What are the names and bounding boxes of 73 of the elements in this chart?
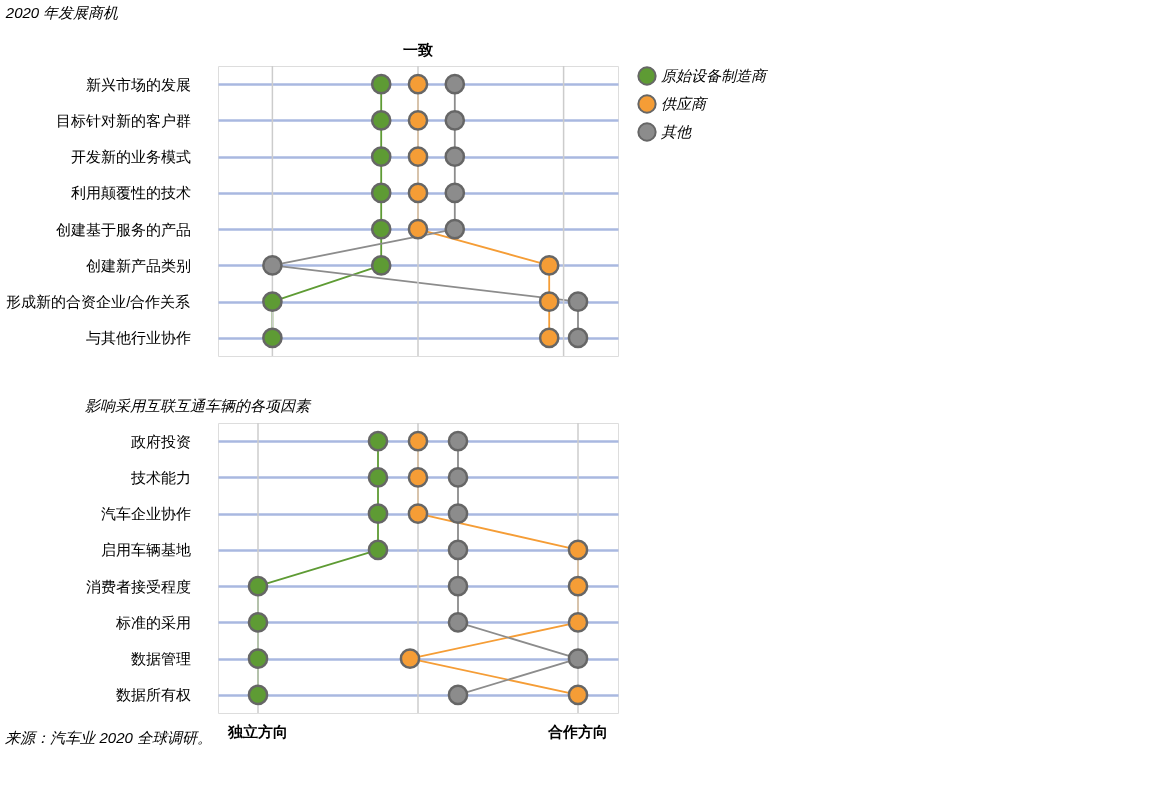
- point: [567, 327, 589, 349]
- point: [444, 182, 466, 204]
- point: [447, 467, 469, 488]
- point: [407, 503, 429, 524]
- point: [367, 430, 389, 452]
- point: [247, 612, 269, 633]
- y-tick-label: 利用颠覆性的技术: [70, 184, 191, 202]
- point: [444, 218, 466, 240]
- text: 2020 年发展商机: [4, 4, 120, 21]
- point: [247, 575, 269, 597]
- point: [447, 612, 469, 633]
- point: [447, 503, 469, 524]
- point: [367, 467, 389, 488]
- chart-title: 影响采用互联互通车辆的各项因素: [85, 397, 312, 415]
- point: [247, 648, 269, 669]
- y-tick-label: 开发新的业务模式: [70, 148, 191, 166]
- point: [370, 218, 392, 240]
- point: [538, 291, 560, 312]
- point: [447, 539, 469, 561]
- point: [447, 684, 469, 706]
- point: [407, 467, 429, 488]
- point: [370, 110, 392, 131]
- point: [567, 539, 589, 561]
- point: [262, 255, 283, 276]
- point: [407, 110, 429, 131]
- ref-line-label: 独立方向: [227, 723, 288, 740]
- point: [444, 146, 466, 167]
- point: [407, 146, 429, 167]
- point: [444, 110, 466, 131]
- y-tick-label: 数据管理: [130, 650, 191, 668]
- point: [567, 648, 589, 669]
- point: [399, 648, 421, 669]
- point: [567, 612, 589, 633]
- point: [538, 255, 560, 276]
- legend-label: 其他: [661, 123, 692, 140]
- y-tick-label: 目标针对新的客户群: [55, 111, 191, 129]
- y-tick-label: 新兴市场的发展: [85, 75, 191, 93]
- point: [367, 539, 389, 561]
- point: [447, 430, 469, 452]
- source-note: 来源：汽车业 2020 全球调研。: [5, 728, 213, 746]
- ref-line-label: 合作方向: [547, 723, 608, 740]
- point: [407, 182, 429, 204]
- point: [407, 430, 429, 452]
- y-tick-label: 创建基于服务的产品: [55, 220, 191, 238]
- point: [262, 327, 283, 349]
- y-tick-label: 汽车企业协作: [100, 505, 191, 523]
- point: [444, 73, 466, 95]
- point: [262, 291, 283, 312]
- point: [370, 146, 392, 167]
- point: [447, 575, 469, 597]
- point: [370, 73, 392, 95]
- y-tick-label: 启用车辆基地: [100, 541, 191, 559]
- legend-label: 供应商: [661, 95, 709, 112]
- point: [247, 684, 269, 706]
- y-tick-label: 技术能力: [129, 468, 191, 486]
- point: [370, 182, 392, 204]
- point: [567, 291, 589, 312]
- legend-label: 原始设备制造商: [661, 67, 769, 84]
- point: [538, 327, 560, 349]
- ref-line-label: 一致: [403, 41, 433, 58]
- point: [370, 255, 392, 276]
- y-tick-label: 政府投资: [130, 432, 191, 450]
- y-tick-label: 标准的采用: [114, 613, 191, 631]
- point: [367, 503, 389, 524]
- y-tick-label: 数据所有权: [115, 686, 191, 704]
- point: [407, 73, 429, 95]
- point: [567, 575, 589, 597]
- point: [567, 684, 589, 706]
- y-tick-label: 创建新产品类别: [85, 256, 191, 274]
- point: [407, 218, 429, 240]
- y-tick-label: 形成新的合资企业/合作关系: [6, 293, 191, 311]
- y-tick-label: 消费者接受程度: [85, 577, 191, 595]
- y-tick-label: 与其他行业协作: [85, 329, 191, 347]
